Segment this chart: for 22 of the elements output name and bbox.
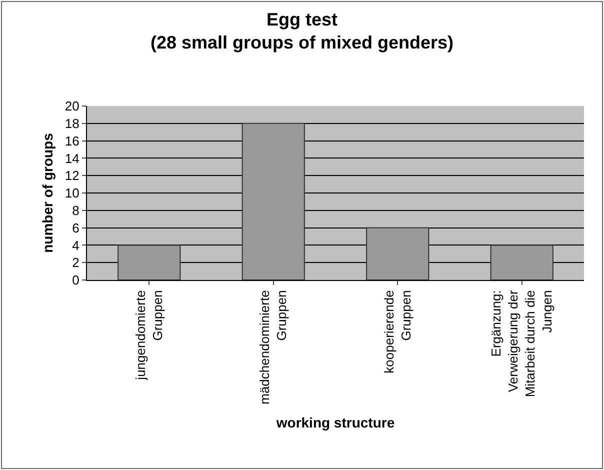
y-tick-label: 0 xyxy=(72,272,80,288)
y-axis-title: number of groups xyxy=(40,132,56,253)
bar xyxy=(366,227,430,280)
y-tick-label: 20 xyxy=(64,98,80,114)
y-tick-label: 14 xyxy=(64,150,80,166)
y-tick-label: 12 xyxy=(64,168,80,184)
x-tick-label: jungendomierte Gruppen xyxy=(132,290,165,381)
x-tick-label: mädchendominierte Gruppen xyxy=(257,290,290,404)
x-axis-title: working structure xyxy=(275,414,395,431)
bar xyxy=(118,244,181,280)
y-tick-label: 10 xyxy=(64,186,80,201)
x-tick-label: kooperierende Gruppen xyxy=(381,290,414,374)
y-tick-label: 8 xyxy=(72,202,80,218)
y-tick-label: 4 xyxy=(72,238,80,253)
y-tick-label: 16 xyxy=(64,133,80,148)
chart-title: Egg test (28 small groups of mixed genders) xyxy=(150,9,454,53)
bar xyxy=(490,244,554,280)
bar xyxy=(242,122,305,280)
y-tick-label: 6 xyxy=(72,220,80,236)
y-tick-label: 18 xyxy=(64,116,80,131)
y-tick-label: 2 xyxy=(72,255,80,270)
x-tick-label: Ergänzung: Verweigerung der Mitarbeit durch die Jungen xyxy=(488,290,554,398)
